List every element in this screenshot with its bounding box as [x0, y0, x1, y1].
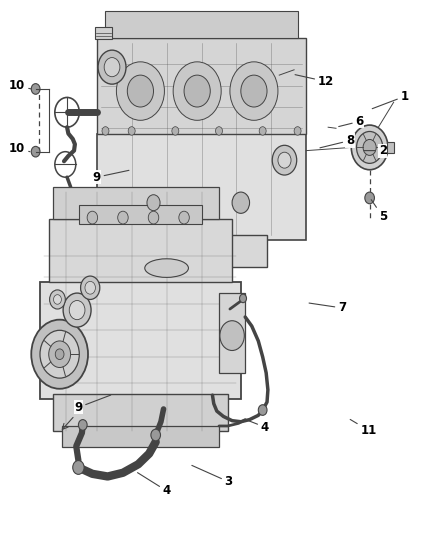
- Text: 1: 1: [372, 90, 409, 109]
- Circle shape: [148, 211, 159, 224]
- Bar: [49, 219, 232, 282]
- Circle shape: [81, 276, 100, 300]
- Text: 11: 11: [350, 419, 376, 437]
- Circle shape: [184, 75, 210, 107]
- Circle shape: [40, 330, 79, 378]
- Text: 2: 2: [364, 144, 387, 157]
- Text: 6: 6: [339, 115, 364, 128]
- Circle shape: [85, 281, 95, 294]
- Bar: [40, 282, 241, 399]
- Circle shape: [151, 429, 160, 441]
- Circle shape: [31, 84, 40, 94]
- Text: 9: 9: [74, 395, 111, 414]
- Circle shape: [272, 146, 297, 175]
- Circle shape: [240, 294, 247, 303]
- Text: 7: 7: [309, 302, 346, 314]
- Circle shape: [31, 147, 40, 157]
- Text: 9: 9: [92, 171, 129, 184]
- Text: 10: 10: [9, 142, 30, 155]
- Circle shape: [230, 62, 278, 120]
- Text: 4: 4: [138, 473, 171, 497]
- Circle shape: [357, 132, 383, 164]
- Bar: [62, 426, 219, 447]
- Circle shape: [259, 127, 266, 135]
- Circle shape: [117, 62, 164, 120]
- Circle shape: [258, 405, 267, 415]
- Circle shape: [172, 127, 179, 135]
- Circle shape: [78, 419, 87, 430]
- Bar: [387, 142, 394, 153]
- Circle shape: [147, 195, 160, 211]
- Circle shape: [118, 211, 128, 224]
- Bar: [53, 394, 228, 431]
- Circle shape: [363, 140, 376, 156]
- Text: 12: 12: [295, 75, 334, 88]
- Bar: [219, 293, 245, 373]
- Bar: [95, 27, 112, 39]
- Circle shape: [49, 341, 71, 368]
- Circle shape: [104, 58, 120, 77]
- Circle shape: [173, 62, 221, 120]
- Bar: [53, 187, 219, 219]
- Text: 8: 8: [320, 134, 354, 148]
- Circle shape: [220, 321, 244, 351]
- Text: 10: 10: [9, 79, 31, 92]
- Circle shape: [31, 320, 88, 389]
- Bar: [97, 134, 306, 240]
- Bar: [106, 11, 297, 38]
- Circle shape: [49, 290, 65, 309]
- Circle shape: [365, 192, 374, 204]
- Circle shape: [278, 152, 291, 168]
- Circle shape: [102, 127, 109, 135]
- Circle shape: [63, 293, 91, 327]
- Circle shape: [127, 75, 153, 107]
- Circle shape: [232, 192, 250, 213]
- Text: 3: 3: [192, 465, 233, 488]
- Circle shape: [98, 50, 126, 84]
- Circle shape: [294, 127, 301, 135]
- Circle shape: [241, 75, 267, 107]
- Circle shape: [53, 295, 61, 304]
- Circle shape: [55, 349, 64, 360]
- Bar: [79, 205, 201, 224]
- Circle shape: [179, 211, 189, 224]
- Circle shape: [87, 211, 98, 224]
- Bar: [97, 38, 306, 134]
- Text: 5: 5: [371, 200, 387, 223]
- Circle shape: [215, 127, 223, 135]
- Bar: [114, 235, 267, 266]
- Circle shape: [351, 125, 388, 169]
- Text: 4: 4: [247, 420, 269, 433]
- Circle shape: [73, 461, 84, 474]
- Circle shape: [69, 301, 85, 320]
- Circle shape: [128, 127, 135, 135]
- Ellipse shape: [145, 259, 188, 277]
